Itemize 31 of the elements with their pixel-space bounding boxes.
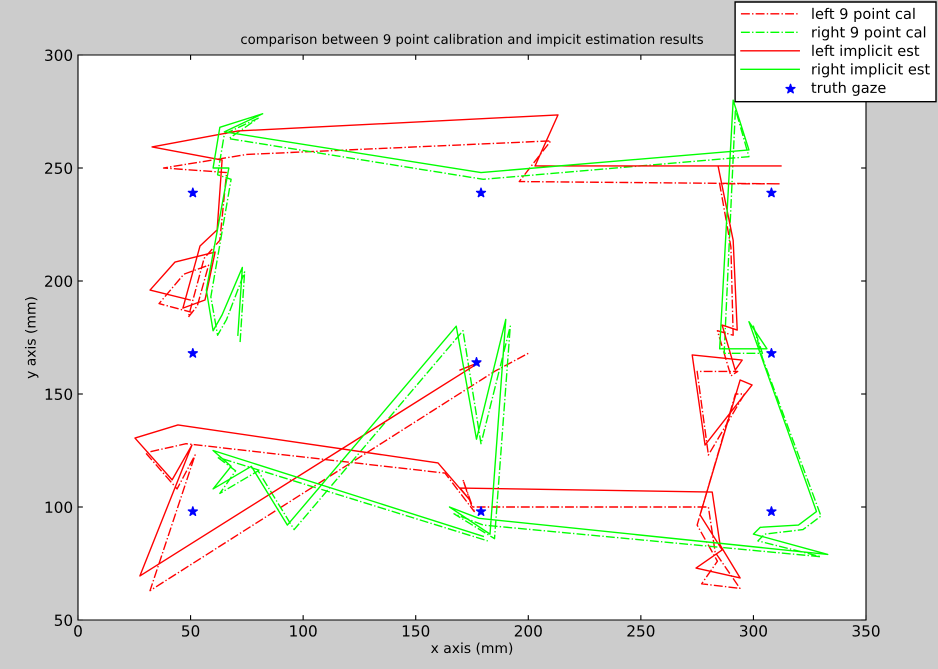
point: [766, 506, 777, 516]
legend-label: right implicit est: [812, 63, 930, 78]
point: [188, 188, 198, 198]
y-tick-label: 250: [45, 162, 72, 174]
x-tick-label: 50: [182, 625, 200, 637]
x-tick-label: 0: [74, 625, 82, 637]
y-tick-label: 50: [54, 614, 72, 626]
legend-label: left 9 point cal: [812, 8, 915, 22]
legend-label: left implicit est: [812, 44, 920, 59]
x-axis-title: x axis (mm): [431, 642, 512, 655]
point: [471, 357, 482, 367]
point: [188, 506, 198, 516]
y-tick-label: 300: [45, 49, 72, 62]
legend-label: truth gaze: [811, 82, 886, 96]
x-tick-label: 300: [740, 625, 767, 637]
y-tick-label: 150: [46, 388, 72, 400]
legend-label: right 9 point cal: [812, 26, 926, 40]
point: [476, 506, 486, 516]
y-tick-label: 200: [45, 275, 72, 288]
chart-title: comparison between 9 point calibration and impicit estimation results: [241, 34, 703, 47]
point: [766, 348, 777, 358]
y-axis-title: y axis (mm): [24, 297, 38, 378]
x-tick-label: 350: [852, 625, 880, 637]
x-tick-label: 150: [402, 625, 430, 637]
point: [476, 188, 486, 198]
y-tick-label: 100: [46, 501, 72, 514]
x-tick-label: 200: [514, 625, 542, 637]
point: [766, 188, 777, 198]
x-tick-label: 100: [290, 625, 317, 637]
x-tick-label: 250: [627, 625, 654, 637]
point: [188, 348, 198, 358]
